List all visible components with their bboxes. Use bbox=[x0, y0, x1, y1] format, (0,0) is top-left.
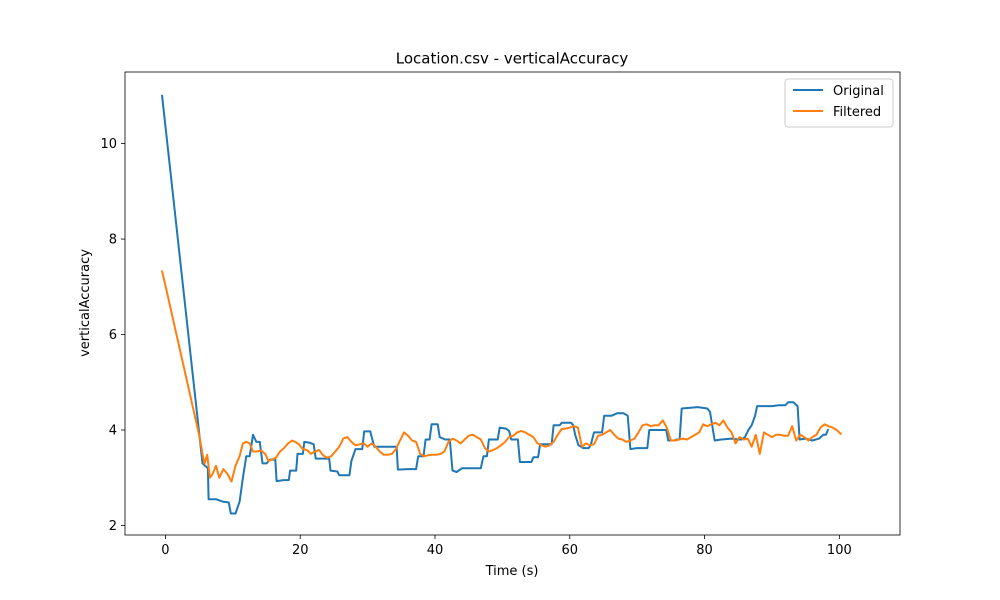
x-axis: 0 20 40 60 80 100 bbox=[161, 535, 852, 558]
y-tick-label: 6 bbox=[109, 328, 117, 343]
y-axis-label: verticalAccuracy bbox=[78, 249, 93, 357]
x-tick-label: 40 bbox=[427, 543, 444, 558]
series-line-filtered bbox=[160, 270, 843, 483]
y-tick-label: 4 bbox=[109, 423, 117, 438]
chart-title: Location.csv - verticalAccuracy bbox=[396, 50, 629, 68]
y-axis: 2 4 6 8 10 bbox=[100, 137, 125, 534]
series-line-original bbox=[160, 94, 830, 515]
x-tick-label: 20 bbox=[292, 543, 309, 558]
plot-frame bbox=[124, 71, 901, 536]
legend-label-filtered: Filtered bbox=[833, 105, 881, 120]
x-tick-label: 0 bbox=[161, 543, 169, 558]
x-axis-label: Time (s) bbox=[485, 564, 539, 579]
y-tick-label: 10 bbox=[100, 137, 117, 152]
series-layer bbox=[160, 94, 843, 515]
x-tick-label: 100 bbox=[827, 543, 852, 558]
legend: Original Filtered bbox=[784, 78, 894, 128]
y-tick-label: 2 bbox=[109, 519, 117, 534]
x-tick-label: 80 bbox=[696, 543, 713, 558]
y-tick-label: 8 bbox=[109, 233, 117, 248]
x-tick-label: 60 bbox=[562, 543, 579, 558]
legend-label-original: Original bbox=[833, 84, 884, 99]
